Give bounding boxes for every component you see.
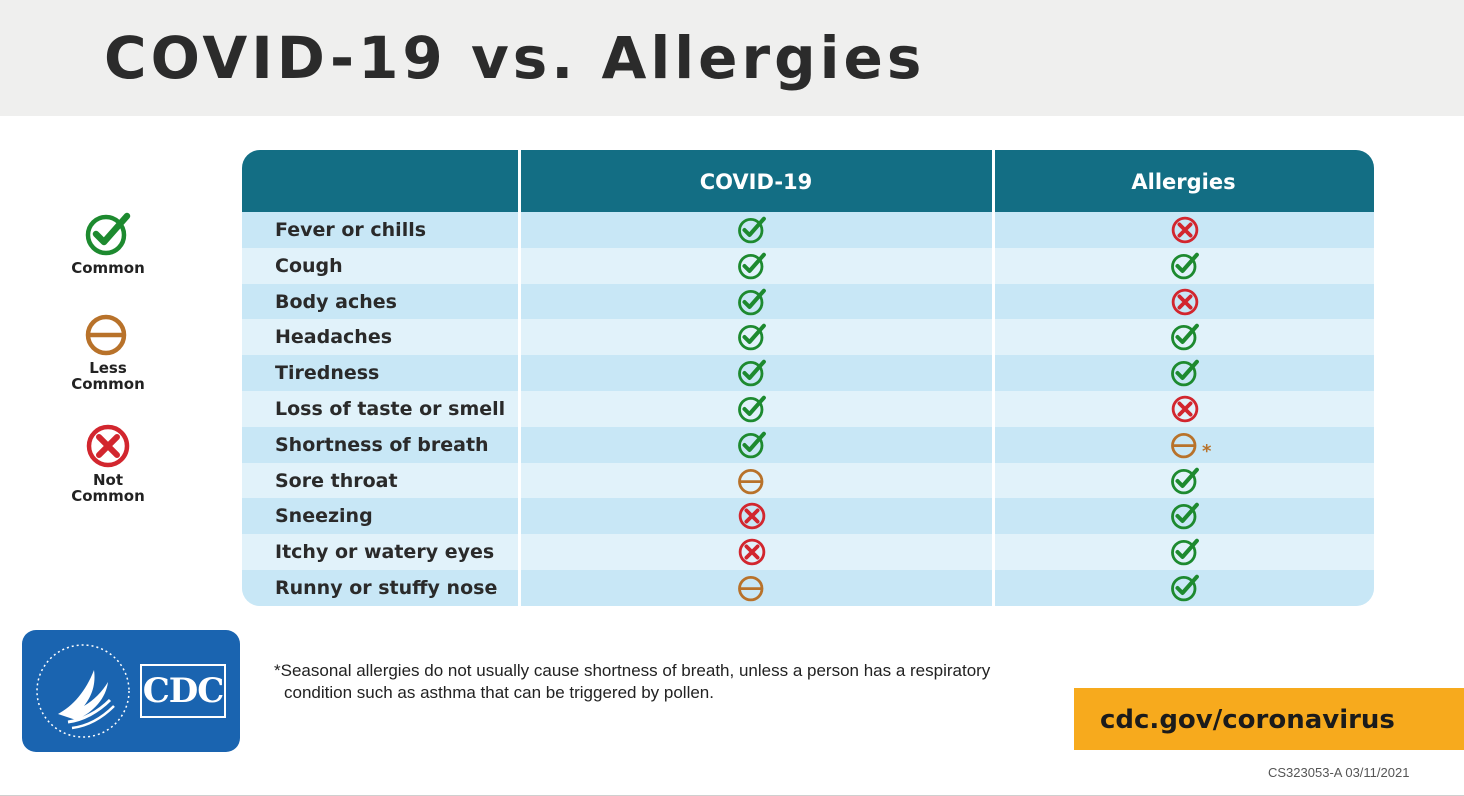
- check-circle-icon: [738, 431, 766, 459]
- minus-circle-icon: [738, 575, 764, 602]
- document-id: CS323053-A 03/11/2021: [1268, 765, 1410, 780]
- footnote-line-2: condition such as asthma that can be tri…: [284, 683, 714, 702]
- table-header: COVID-19 Allergies: [242, 150, 1374, 212]
- table-row: Sore throat: [242, 462, 1374, 499]
- check-circle-icon: [738, 359, 766, 387]
- x-circle-icon: [1171, 288, 1199, 315]
- minus-circle-icon: [1171, 432, 1197, 459]
- check-circle-icon: [1171, 252, 1199, 280]
- symptom-label: Fever or chills: [275, 219, 427, 241]
- symptom-label: Shortness of breath: [275, 433, 489, 456]
- check-circle-icon: [738, 395, 766, 423]
- table-row: Sneezing: [242, 498, 1374, 535]
- footnote-line-1: *Seasonal allergies do not usually cause…: [274, 661, 991, 680]
- check-circle-icon: [738, 252, 766, 280]
- header-band: COVID-19 vs. Allergies: [0, 0, 1464, 116]
- x-circle-icon: [1171, 395, 1199, 423]
- column-header-covid: COVID-19: [699, 170, 813, 194]
- table-row: Tiredness: [242, 355, 1374, 391]
- table-row: Loss of taste or smell: [242, 391, 1374, 427]
- symptom-label: Runny or stuffy nose: [275, 577, 498, 599]
- table-row: Body aches: [242, 283, 1374, 320]
- column-divider: [518, 150, 521, 606]
- symptom-label: Loss of taste or smell: [275, 398, 506, 420]
- check-circle-icon: [1171, 467, 1199, 494]
- symptom-label: Headaches: [275, 326, 393, 349]
- hhs-eagle-icon: [36, 644, 130, 738]
- legend-item-less-common: Less Common: [52, 310, 164, 392]
- check-circle-icon: [1171, 359, 1199, 387]
- x-circle-icon: [738, 538, 766, 566]
- legend-label-less-common: Less Common: [71, 359, 145, 393]
- check-circle-icon: [85, 212, 131, 256]
- check-circle-icon: [738, 324, 766, 351]
- check-circle-icon: [1171, 574, 1199, 602]
- table-row: Shortness of breath *: [242, 426, 1374, 463]
- symptom-label: Cough: [275, 254, 343, 277]
- cdc-coronavirus-link[interactable]: cdc.gov/coronavirus: [1100, 705, 1395, 735]
- column-divider: [992, 150, 995, 606]
- symptom-label: Tiredness: [275, 362, 380, 385]
- table-row: Fever or chills: [242, 212, 1374, 248]
- legend-label-not-common: Not Common: [71, 471, 145, 505]
- table-row: Headaches: [242, 319, 1374, 356]
- x-circle-icon: [1171, 216, 1199, 244]
- legend-item-not-common: Not Common: [52, 422, 164, 504]
- check-circle-icon: [738, 288, 766, 315]
- symptom-table: COVID-19 Allergies Fever or chills Cough B…: [242, 150, 1374, 606]
- symptom-label: Sore throat: [275, 469, 398, 492]
- x-circle-icon: [738, 503, 766, 530]
- table-row: Cough: [242, 247, 1374, 284]
- legend-label-common: Common: [71, 259, 145, 277]
- column-header-allergies: Allergies: [1131, 170, 1236, 194]
- table-row: Runny or stuffy nose: [242, 570, 1374, 606]
- legend-item-common: Common: [52, 210, 164, 276]
- check-circle-icon: [1171, 324, 1199, 351]
- footnote-asterisk: *: [1202, 440, 1212, 462]
- symptom-label: Body aches: [275, 290, 397, 313]
- cdc-logo-text: CDC: [140, 664, 226, 718]
- minus-circle-icon: [85, 314, 127, 356]
- footnote: *Seasonal allergies do not usually cause…: [274, 660, 1014, 704]
- check-circle-icon: [1171, 503, 1199, 530]
- check-circle-icon: [1171, 538, 1199, 566]
- symptom-label: Sneezing: [275, 505, 373, 528]
- url-banner: cdc.gov/coronavirus: [1074, 688, 1464, 750]
- minus-circle-icon: [738, 468, 764, 494]
- page-title: COVID-19 vs. Allergies: [104, 24, 926, 92]
- symptom-label: Itchy or watery eyes: [275, 541, 495, 564]
- table-row: Itchy or watery eyes: [242, 534, 1374, 570]
- check-circle-icon: [738, 216, 766, 244]
- x-circle-icon: [86, 424, 130, 468]
- hhs-cdc-logo: CDC: [22, 630, 240, 752]
